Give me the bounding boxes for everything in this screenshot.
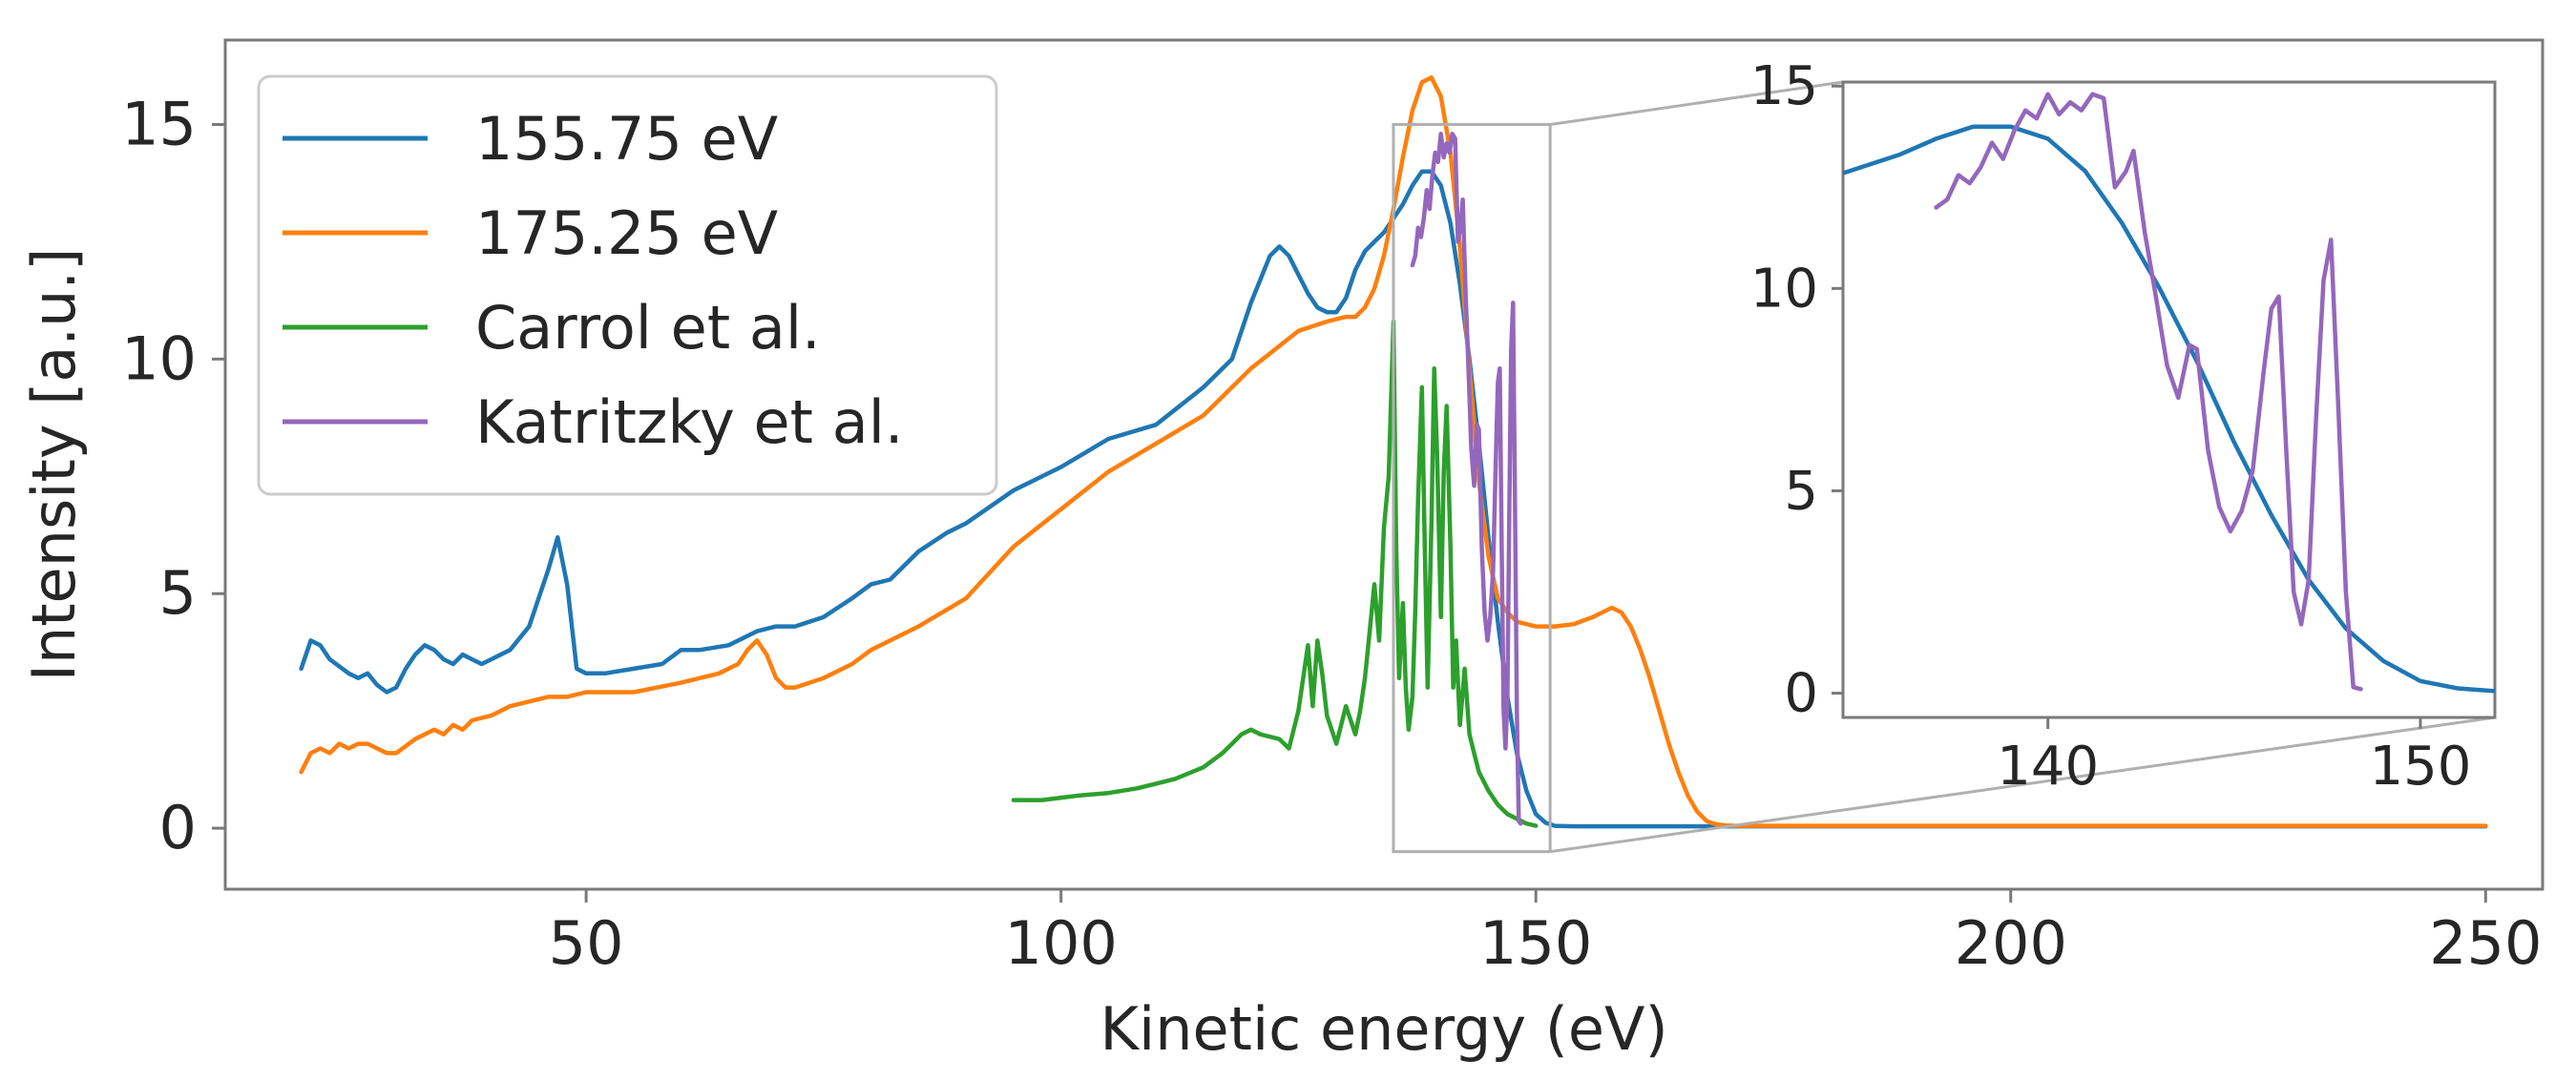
zoom-box <box>1392 123 1552 854</box>
legend-label: Carrol et al. <box>475 293 821 363</box>
y-axis-label: Intensity [a.u.] <box>19 248 89 682</box>
inset-axis-ticks: 140 150 0 5 10 15 <box>1750 55 2472 798</box>
inset-y-tick-label: 10 <box>1750 258 1818 320</box>
inset-y-tick-label: 5 <box>1784 460 1818 522</box>
x-axis-label: Kinetic energy (eV) <box>1100 994 1667 1064</box>
legend-label: 175.25 eV <box>475 198 778 268</box>
main-series-group <box>299 75 2488 829</box>
x-tick-label: 250 <box>2429 908 2542 978</box>
legend-item-155-75-ev: 155.75 eV <box>283 104 778 174</box>
legend-label: Katritzky et al. <box>475 387 904 457</box>
legend: 155.75 eV 175.25 eV Carrol et al. Katritzky… <box>257 74 998 496</box>
y-tick-label: 10 <box>121 323 197 393</box>
legend-item-carrol-et-al: Carrol et al. <box>283 293 821 363</box>
zoom-connector-bottom <box>1549 716 2496 854</box>
legend-item-katritzky-et-al: Katritzky et al. <box>283 387 904 457</box>
legend-item-175-25-ev: 175.25 eV <box>283 198 778 268</box>
inset-plot: 140 150 0 5 10 15 <box>1750 55 2497 798</box>
x-tick-label: 150 <box>1479 908 1592 978</box>
zoom-connector-top <box>1549 80 1844 126</box>
y-tick-label: 15 <box>121 90 197 159</box>
y-tick-label: 0 <box>159 793 197 862</box>
inset-y-tick-label: 15 <box>1750 55 1818 117</box>
legend-label: 155.75 eV <box>475 104 778 174</box>
series-line-carrol-et-al <box>1011 319 1539 828</box>
x-tick-label: 50 <box>549 908 624 978</box>
x-tick-label: 100 <box>1005 908 1118 978</box>
inset-series-line-katritzky-et-al <box>1934 92 2363 692</box>
inset-x-tick-label: 140 <box>1997 736 2099 798</box>
series-line-katritzky-et-al <box>1410 132 1523 826</box>
inset-y-tick-label: 0 <box>1784 663 1818 725</box>
zoom-indicator <box>1392 80 2496 854</box>
inset-series-group <box>1843 92 2495 694</box>
inset-plot-area <box>1841 80 2497 719</box>
x-tick-label: 200 <box>1955 908 2067 978</box>
y-tick-label: 5 <box>159 558 197 628</box>
inset-x-tick-label: 150 <box>2369 736 2471 798</box>
series-line-175-25-ev <box>299 75 2488 828</box>
legend-box <box>257 74 998 496</box>
